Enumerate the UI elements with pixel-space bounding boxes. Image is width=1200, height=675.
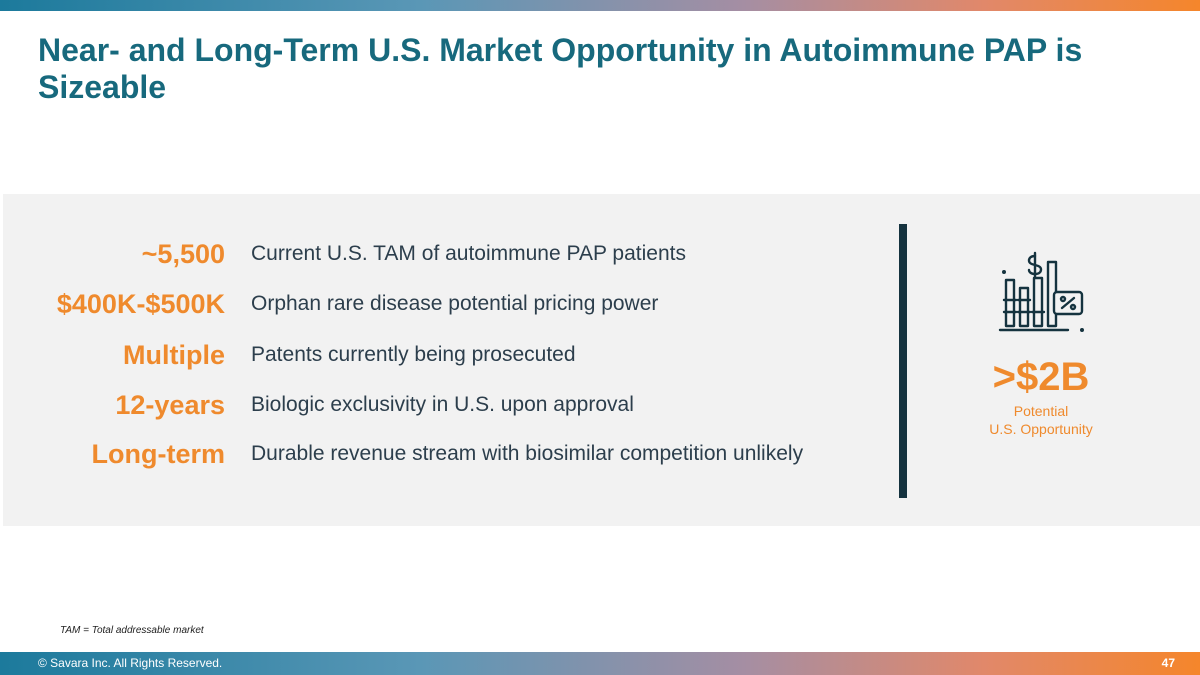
opportunity-caption: Potential U.S. Opportunity: [941, 402, 1141, 438]
copyright-text: © Savara Inc. All Rights Reserved.: [38, 656, 223, 670]
metric-description: Biologic exclusivity in U.S. upon approv…: [251, 393, 634, 416]
opportunity-caption-line1: Potential: [1013, 403, 1069, 419]
metric-row-revenue: Long-term Durable revenue stream with bi…: [3, 434, 903, 474]
footer-bar: © Savara Inc. All Rights Reserved. 47: [0, 652, 1200, 675]
metric-row-tam: ~5,500 Current U.S. TAM of autoimmune PA…: [3, 234, 903, 274]
metrics-panel: ~5,500 Current U.S. TAM of autoimmune PA…: [3, 194, 1200, 526]
metric-value: 12-years: [115, 390, 225, 420]
metric-row-patents: Multiple Patents currently being prosecu…: [3, 335, 903, 375]
metric-value: Multiple: [123, 340, 225, 370]
metric-description: Patents currently being prosecuted: [251, 343, 576, 366]
metric-row-exclusivity: 12-years Biologic exclusivity in U.S. up…: [3, 385, 903, 425]
opportunity-caption-line2: U.S. Opportunity: [989, 421, 1093, 437]
vertical-divider: [899, 224, 907, 498]
metric-description: Current U.S. TAM of autoimmune PAP patie…: [251, 242, 686, 265]
slide-title: Near- and Long-Term U.S. Market Opportun…: [38, 32, 1083, 105]
footnote: TAM = Total addressable market: [60, 625, 204, 636]
opportunity-figure: >$2B: [992, 355, 1090, 399]
metric-value: ~5,500: [141, 239, 225, 269]
top-gradient-bar: [0, 0, 1200, 11]
metric-value: Long-term: [91, 439, 225, 469]
metric-description: Durable revenue stream with biosimilar c…: [251, 442, 804, 465]
metric-description: Orphan rare disease potential pricing po…: [251, 292, 659, 315]
metric-value: $400K-$500K: [56, 289, 225, 319]
page-number: 47: [1161, 656, 1175, 670]
metric-row-pricing: $400K-$500K Orphan rare disease potentia…: [3, 284, 903, 324]
revenue-chart-icon: [998, 251, 1084, 332]
